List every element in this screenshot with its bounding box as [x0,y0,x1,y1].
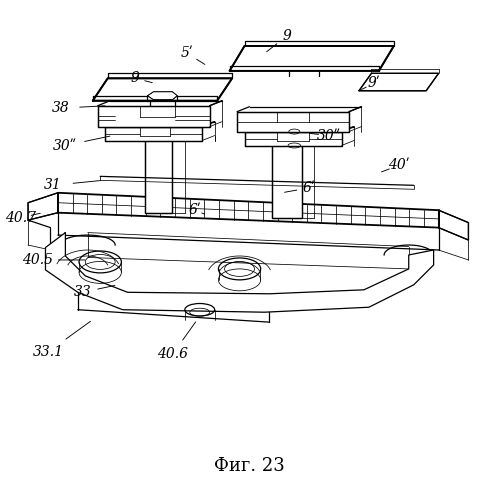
Text: 40.7: 40.7 [5,210,36,224]
Text: 40.6: 40.6 [157,348,188,362]
Polygon shape [28,193,58,220]
Polygon shape [237,112,349,132]
Text: 5ʹ: 5ʹ [181,46,194,60]
Polygon shape [58,193,439,228]
Polygon shape [145,120,172,212]
Polygon shape [98,106,210,126]
Polygon shape [148,92,177,100]
Text: 38: 38 [51,101,69,115]
Text: 33: 33 [74,286,92,300]
Text: 9: 9 [131,72,140,86]
Polygon shape [359,74,439,91]
Text: 30ʺ: 30ʺ [317,128,341,142]
Text: 9: 9 [282,29,291,43]
Text: 31: 31 [44,178,62,192]
Text: 9ʹ: 9ʹ [368,76,380,90]
Polygon shape [245,132,341,145]
Text: 40.5: 40.5 [22,253,53,267]
Text: Фиг. 23: Фиг. 23 [214,458,285,475]
Text: 33.1: 33.1 [32,345,63,359]
Text: 30ʺ: 30ʺ [53,138,77,152]
Text: 6ʹ: 6ʹ [189,203,201,217]
Text: 6ʹ: 6ʹ [303,181,315,195]
Polygon shape [105,126,202,140]
Polygon shape [439,210,469,240]
Text: 40ʹ: 40ʹ [388,158,410,172]
Polygon shape [93,78,232,100]
Polygon shape [272,126,302,218]
Polygon shape [45,232,434,312]
Polygon shape [230,46,394,71]
